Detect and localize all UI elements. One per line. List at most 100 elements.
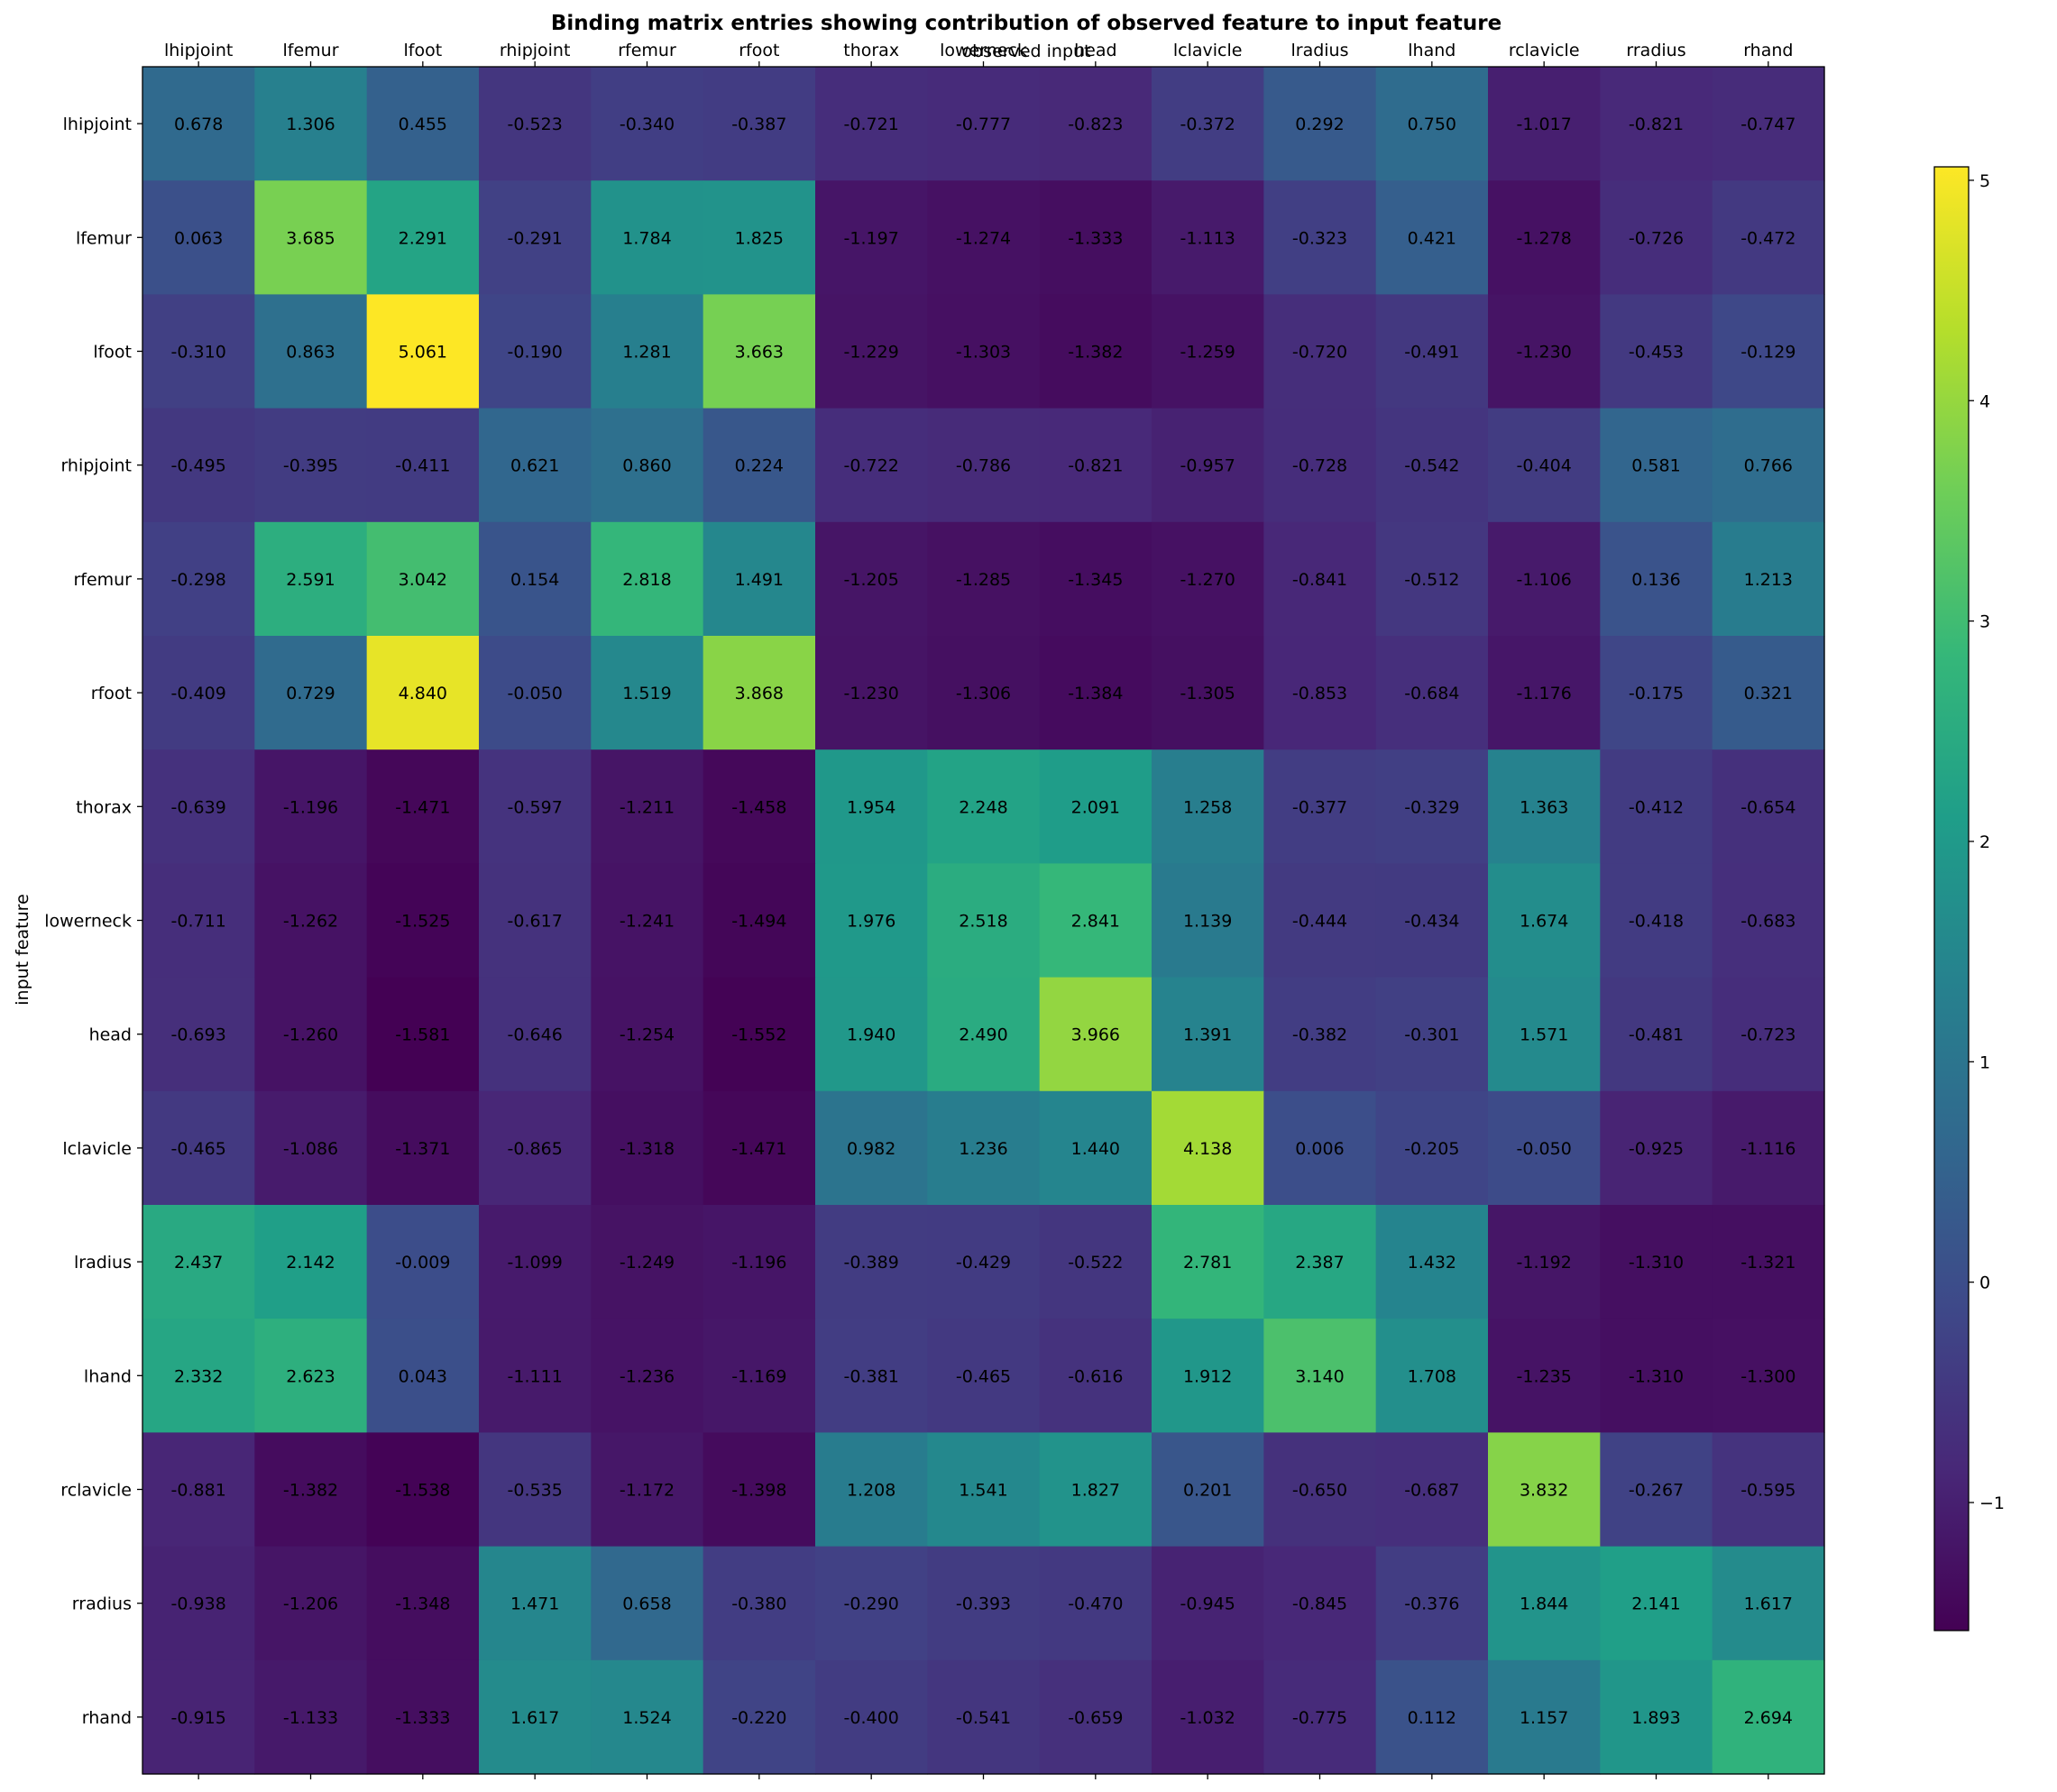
cell-value-label: 2.623	[286, 1366, 335, 1386]
cell-value-label: -0.720	[1292, 343, 1347, 363]
y-tick-label: head	[89, 1025, 132, 1045]
heatmap-cell	[703, 1319, 816, 1433]
cell-value-label: 1.208	[847, 1481, 895, 1501]
cell-value-label: 0.421	[1408, 228, 1456, 248]
cell-value-label: -0.639	[171, 797, 226, 817]
cell-value-label: 0.750	[1408, 115, 1456, 134]
heatmap-cell	[366, 636, 480, 750]
heatmap-cell	[1263, 294, 1377, 409]
heatmap-cell	[703, 1546, 816, 1661]
heatmap-cell	[1263, 180, 1377, 295]
colorbar-tick-label: 4	[1979, 391, 1990, 411]
cell-value-label: 0.982	[847, 1139, 895, 1159]
heatmap-cell	[1600, 408, 1713, 523]
cell-value-label: -1.086	[283, 1139, 338, 1159]
cell-value-label: 2.490	[959, 1025, 1007, 1045]
heatmap-cell	[1039, 521, 1152, 637]
x-tick-label: lclavicle	[1173, 41, 1243, 60]
cell-value-label: -1.032	[1180, 1708, 1235, 1728]
cell-value-label: -0.465	[171, 1139, 226, 1159]
cell-value-label: 1.281	[622, 343, 671, 363]
heatmap-cell	[142, 67, 255, 181]
heatmap-cell	[703, 180, 816, 295]
cell-value-label: -1.333	[395, 1708, 450, 1728]
cell-value-label: -0.777	[956, 115, 1011, 134]
heatmap-cell	[479, 863, 592, 979]
heatmap-cell	[1375, 67, 1489, 181]
heatmap-cell	[1152, 977, 1264, 1092]
heatmap-cell	[479, 1432, 592, 1548]
heatmap-cell	[1039, 636, 1152, 750]
heatmap-cell	[142, 636, 255, 750]
heatmap-cell	[815, 67, 928, 181]
cell-value-label: -0.050	[508, 684, 563, 703]
heatmap-cell	[1039, 408, 1152, 523]
cell-value-label: 1.139	[1183, 912, 1232, 932]
cell-value-label: -0.684	[1404, 684, 1459, 703]
cell-value-label: -0.541	[956, 1708, 1011, 1728]
plot-frame	[142, 66, 1825, 1775]
heatmap-cell	[927, 1319, 1041, 1433]
cell-value-label: 0.006	[1295, 1139, 1344, 1159]
cell-value-label: -1.494	[731, 912, 786, 932]
cell-value-label: 0.321	[1744, 684, 1793, 703]
heatmap-cell	[366, 863, 480, 979]
y-tick-label: rhipjoint	[60, 456, 132, 476]
heatmap-cell	[1712, 1205, 1825, 1319]
heatmap-cell	[1600, 521, 1713, 637]
heatmap-cell	[1712, 408, 1825, 523]
heatmap-cell	[815, 1319, 928, 1433]
cell-value-label: 1.519	[622, 684, 671, 703]
heatmap-cell	[1039, 67, 1152, 181]
cell-value-label: 1.571	[1520, 1025, 1568, 1045]
x-tick-label: lradius	[1290, 41, 1348, 60]
cell-value-label: 1.258	[1183, 797, 1232, 817]
cell-value-label: -1.274	[956, 228, 1011, 248]
heatmap-cell	[142, 408, 255, 523]
cell-value-label: -0.418	[1629, 912, 1684, 932]
heatmap-cell	[1375, 1546, 1489, 1661]
cell-value-label: 2.387	[1295, 1253, 1344, 1273]
cell-value-label: -0.434	[1404, 912, 1459, 932]
heatmap-cell	[479, 1659, 592, 1775]
heatmap-cell	[1039, 863, 1152, 979]
cell-value-label: -0.616	[1068, 1366, 1123, 1386]
heatmap-cell	[927, 408, 1041, 523]
x-tick-label: rfemur	[618, 41, 676, 60]
heatmap-cell	[1039, 1546, 1152, 1661]
heatmap-cell	[927, 1090, 1041, 1206]
heatmap-cell	[927, 180, 1041, 295]
cell-value-label: 2.437	[174, 1253, 223, 1273]
heatmap-cell	[366, 180, 480, 295]
heatmap-cell	[815, 977, 928, 1092]
cell-value-label: -1.133	[283, 1708, 338, 1728]
heatmap-cell	[1712, 1432, 1825, 1548]
heatmap-cell	[1152, 1432, 1264, 1548]
heatmap-cell	[1488, 294, 1601, 409]
heatmap-cell	[703, 977, 816, 1092]
y-tick-label: lhand	[84, 1366, 132, 1386]
heatmap-cell	[1488, 636, 1601, 750]
cell-value-label: 0.766	[1744, 456, 1793, 476]
cell-value-label: -0.470	[1068, 1594, 1123, 1614]
heatmap-cell	[1600, 1659, 1713, 1775]
heatmap-cell	[1375, 1090, 1489, 1206]
heatmap-cell	[1039, 1090, 1152, 1206]
heatmap-cell	[1263, 1090, 1377, 1206]
heatmap-cell	[591, 1432, 704, 1548]
heatmap-cell	[1152, 1319, 1264, 1433]
heatmap-cell	[366, 1319, 480, 1433]
heatmap-cell	[1712, 1659, 1825, 1775]
heatmap-cell	[1152, 1659, 1264, 1775]
cell-value-label: -1.525	[395, 912, 450, 932]
heatmap-cell	[254, 1319, 368, 1433]
cell-value-label: -1.471	[731, 1139, 786, 1159]
heatmap-cell	[1488, 180, 1601, 295]
cell-value-label: -0.821	[1629, 115, 1684, 134]
cell-value-label: -1.310	[1629, 1253, 1684, 1273]
colorbar-tick-label: 3	[1979, 612, 1990, 632]
heatmap-cell	[815, 749, 928, 864]
heatmap-cell	[815, 180, 928, 295]
cell-value-label: -0.129	[1740, 343, 1795, 363]
